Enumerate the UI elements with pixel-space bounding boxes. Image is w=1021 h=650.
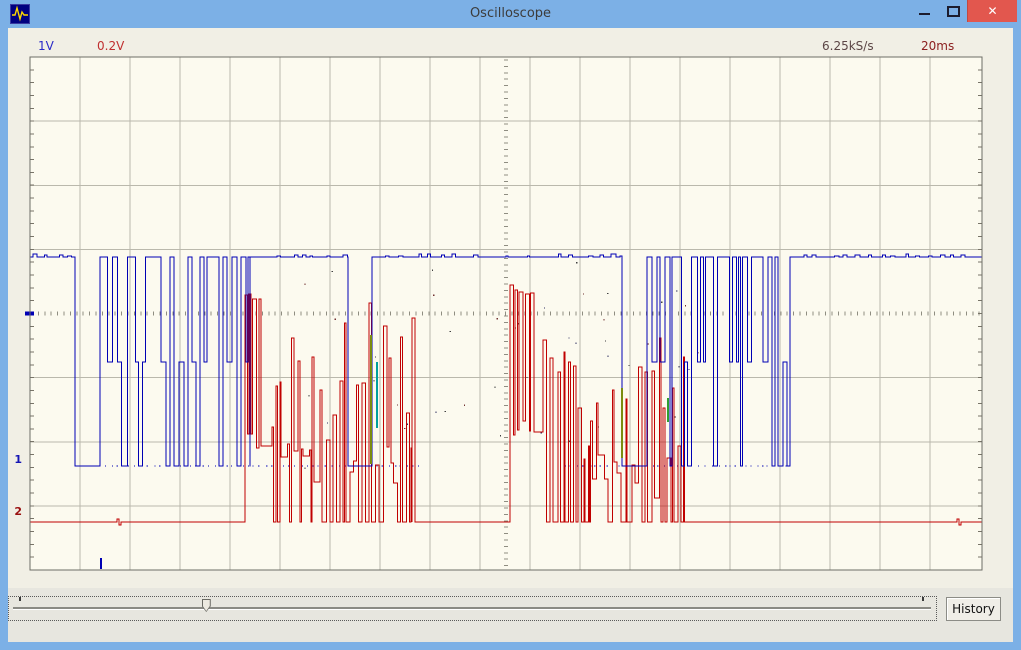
titlebar[interactable]: Oscilloscope ✕	[0, 0, 1021, 28]
slider-thumb[interactable]	[201, 599, 211, 612]
maximize-button[interactable]	[941, 0, 967, 22]
minimize-icon	[919, 13, 930, 15]
history-button[interactable]: History	[946, 597, 1001, 621]
position-slider[interactable]	[8, 596, 937, 621]
slider-track[interactable]	[13, 607, 931, 609]
ch1-scale-label: 1V	[38, 39, 54, 53]
ch1-marker-label: 1	[14, 453, 22, 466]
ch2-marker-label: 2	[14, 505, 22, 518]
maximize-icon	[947, 6, 960, 17]
slider-tick-start	[19, 597, 21, 601]
close-button[interactable]: ✕	[967, 0, 1017, 22]
close-icon: ✕	[987, 4, 998, 18]
sample-rate-label: 6.25kS/s	[822, 39, 874, 53]
timebase-label: 20ms	[921, 39, 955, 53]
bottom-panel	[8, 588, 1013, 642]
ch2-scale-label: 0.2V	[97, 39, 125, 53]
slider-tick-end	[922, 597, 924, 601]
minimize-button[interactable]	[905, 0, 941, 22]
window-title: Oscilloscope	[469, 6, 552, 21]
app-icon	[10, 4, 30, 24]
